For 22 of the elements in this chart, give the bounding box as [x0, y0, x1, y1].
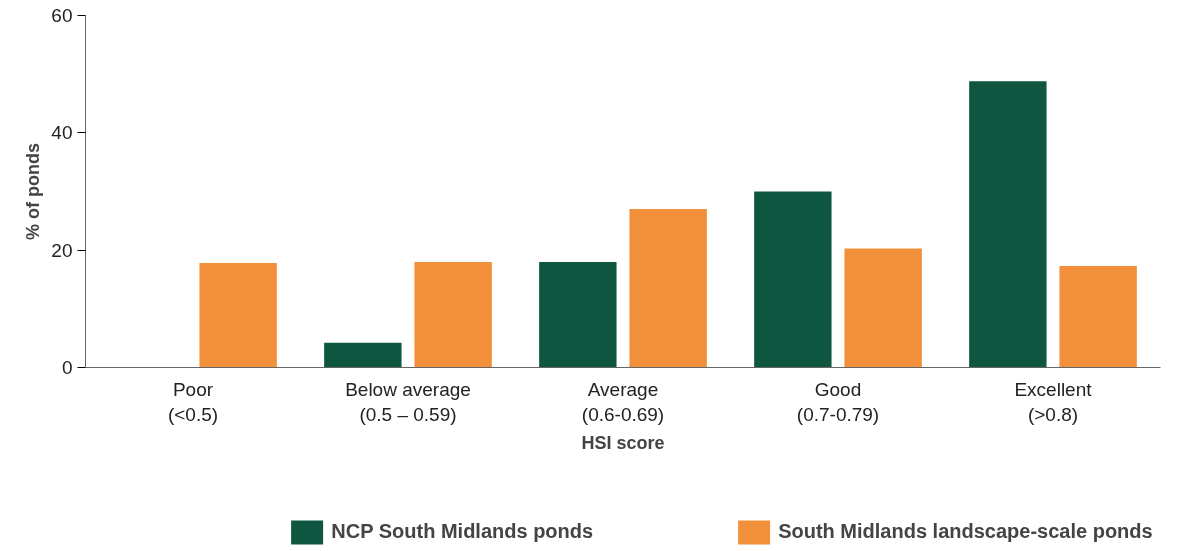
bar	[324, 342, 402, 368]
y-tick-label: 0	[61, 357, 73, 378]
x-tick-label: Good (0.7-0.79)	[796, 378, 880, 425]
bar	[969, 81, 1047, 368]
y-tick-label: 20	[51, 239, 73, 261]
x-tick-label: Poor (<0.5)	[167, 378, 219, 425]
y-axis-title: % of ponds	[23, 142, 44, 240]
bar	[754, 191, 832, 368]
x-axis-title: HSI score	[581, 432, 665, 453]
x-tick-label: Below average (0.5 – 0.59)	[345, 378, 471, 425]
bar	[629, 209, 707, 368]
legend-label: NCP South Midlands ponds	[331, 520, 594, 543]
y-tick-label: 40	[51, 122, 73, 144]
y-tick-label: 60	[51, 5, 73, 26]
bar	[844, 248, 922, 368]
x-tick-label: Excellent (>0.8)	[1014, 378, 1093, 425]
bar	[539, 261, 617, 368]
bar	[199, 263, 277, 368]
bar	[1059, 266, 1137, 368]
legend-label: South Midlands landscape-scale ponds	[778, 520, 1153, 543]
x-tick-label: Average (0.6-0.69)	[581, 378, 665, 425]
bar	[414, 261, 492, 368]
